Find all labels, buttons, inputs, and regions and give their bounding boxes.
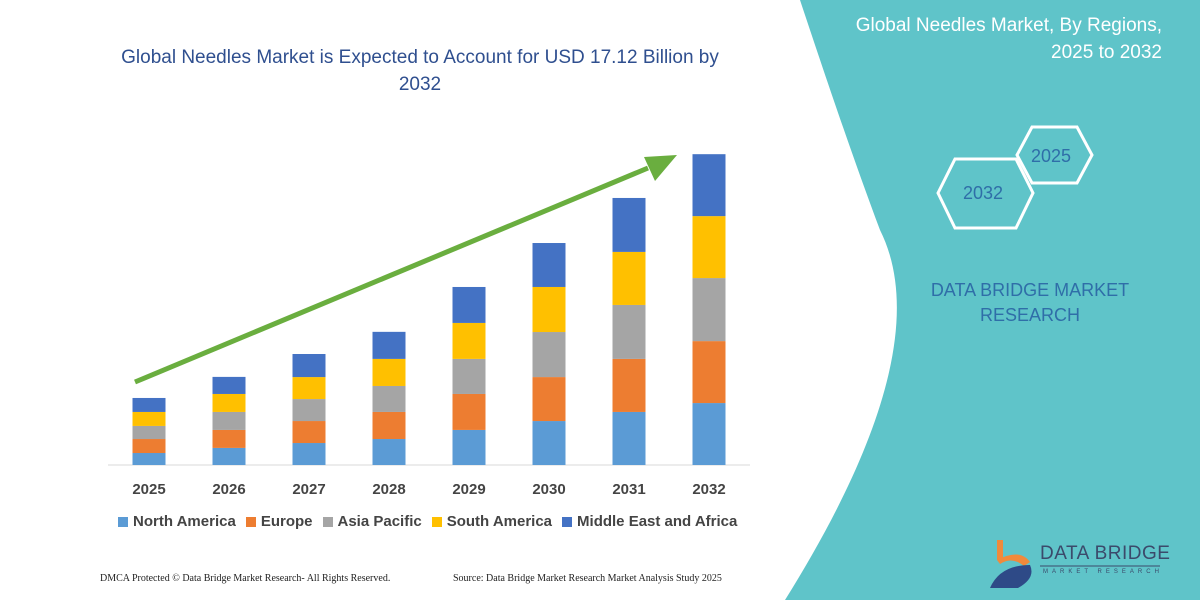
bar-segment-south-america [692,216,726,279]
bar-segment-europe [372,411,406,440]
bar-segment-north-america [452,429,486,465]
bar-segment-south-america [612,251,646,305]
legend-swatch [562,516,573,527]
bar-segment-middle-east-and-africa [692,154,726,217]
logo-icon [990,540,1160,588]
bar-segment-asia-pacific [212,411,246,430]
x-tick-label: 2031 [612,481,645,498]
logo-name: DATA BRIDGE [1040,543,1171,564]
bar-segment-europe [132,439,166,454]
x-tick-label: 2027 [292,481,325,498]
bar-segment-middle-east-and-africa [452,286,486,323]
bar-segment-south-america [372,358,406,386]
bar-segment-south-america [532,286,566,333]
bar-segment-europe [612,358,646,412]
bar-segment-south-america [452,322,486,359]
bar-segment-asia-pacific [292,399,326,422]
bar-segment-south-america [212,393,246,412]
x-tick-label: 2029 [452,481,485,498]
x-tick-label: 2025 [132,481,165,498]
bar-segment-north-america [212,447,246,465]
bar-segment-middle-east-and-africa [612,197,646,252]
source-text: Source: Data Bridge Market Research Mark… [453,573,722,584]
hexagon-2032-label: 2032 [963,183,1004,203]
hexagon-2032-icon [936,157,1035,230]
bar-segment-south-america [132,411,166,426]
bar-segment-north-america [612,411,646,465]
legend-item: Asia Pacific [322,513,422,530]
bar-segment-north-america [532,421,566,465]
legend-label: North America [133,513,236,530]
legend-swatch [118,516,128,527]
bar-segment-europe [692,341,726,404]
legend-label: Asia Pacific [337,513,422,530]
chart-title: Global Needles Market is Expected to Acc… [121,47,719,95]
bar-segment-asia-pacific [452,358,486,394]
legend-item: North America [118,513,236,530]
brand-text: DATA BRIDGE MARKET RESEARCH [920,278,1140,328]
bar-segment-europe [532,377,566,422]
bar-segment-europe [452,393,486,430]
bar-segment-asia-pacific [692,278,726,342]
x-tick-label: 2030 [532,481,565,498]
bar-segment-middle-east-and-africa [532,243,566,287]
legend: North America Europe Asia Pacific South … [118,513,737,530]
legend-swatch [322,516,333,527]
side-title-line2: 2025 to 2032 [1051,42,1162,63]
bar-segment-middle-east-and-africa [212,376,246,394]
bar-segment-europe [212,429,246,448]
trend-arrow-head-icon [644,155,677,181]
copyright-text: DMCA Protected © Data Bridge Market Rese… [100,573,391,584]
legend-swatch [431,516,442,527]
bar-segment-asia-pacific [372,385,406,412]
hexagon-2025-label: 2025 [1031,146,1072,166]
legend-label: Europe [260,513,313,530]
bar-segment-asia-pacific [612,304,646,359]
legend-item: South America [431,513,553,530]
legend-label: South America [446,513,553,530]
bar-segment-middle-east-and-africa [132,397,166,412]
logo-tagline: MARKET RESEARCH [1043,569,1163,575]
bar-segment-north-america [692,403,726,465]
side-title: Global Needles Market, By Regions, 2025 … [782,12,1162,66]
side-title-line1: Global Needles Market, By Regions, [855,15,1162,36]
legend-item: Middle East and Africa [562,513,737,530]
legend-label: Middle East and Africa [577,513,738,530]
brand-line1: DATA BRIDGE MARKET [930,280,1130,300]
bar-segment-asia-pacific [132,425,166,440]
bar-segment-south-america [292,377,326,400]
bar-segment-middle-east-and-africa [372,331,406,359]
bar-segment-north-america [292,443,326,465]
stacked-bar-chart: 2025 2026 2027 2028 2029 2030 2031 2032 [108,154,750,498]
x-tick-label: 2032 [692,481,725,498]
bar-segment-europe [292,421,326,444]
legend-item: Europe [245,513,313,530]
hexagon-2025-icon [1015,125,1094,185]
bar-segment-north-america [132,453,166,465]
bar-segment-asia-pacific [532,332,566,378]
legend-swatch [245,516,256,527]
bar-segment-north-america [372,439,406,465]
brand-line2: RESEARCH [979,305,1081,325]
trend-arrow-line [134,165,649,385]
x-tick-label: 2028 [372,481,405,498]
bar-segment-middle-east-and-africa [292,354,326,378]
side-panel [785,0,1200,600]
x-tick-label: 2026 [212,481,245,498]
